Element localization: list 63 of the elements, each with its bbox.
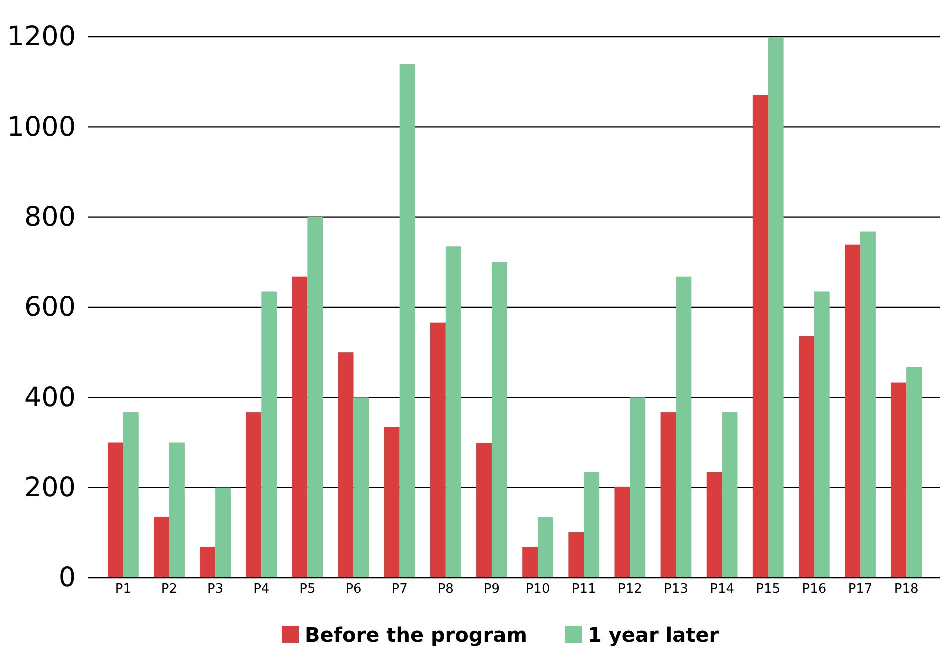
bar (200, 547, 216, 578)
x-tick-label: P8 (438, 582, 454, 598)
bar (584, 472, 600, 578)
y-tick-label: 1200 (7, 22, 76, 53)
bar (430, 322, 446, 578)
bar (308, 217, 324, 578)
bar (860, 232, 876, 578)
bar (476, 443, 492, 578)
bar (768, 37, 784, 578)
bar (660, 412, 676, 578)
y-tick-label: 800 (24, 202, 76, 233)
bar (538, 517, 554, 578)
bar (246, 412, 262, 578)
bar (338, 352, 354, 578)
y-tick-label: 200 (24, 472, 76, 504)
x-tick-label: P16 (802, 582, 827, 598)
x-tick-label: P5 (300, 582, 316, 598)
bar (614, 486, 630, 578)
x-tick-label: P18 (894, 582, 919, 598)
bar (522, 547, 538, 578)
bar (676, 276, 692, 578)
x-tick-label: P9 (484, 582, 500, 598)
bar (354, 398, 370, 578)
x-tick-label: P15 (756, 582, 781, 598)
x-tick-label: P12 (618, 582, 642, 598)
y-tick-label: 600 (24, 292, 76, 324)
x-tick-label: P10 (526, 582, 550, 598)
bar (906, 367, 922, 578)
x-tick-label: P4 (254, 582, 270, 598)
x-tick-label: P11 (572, 582, 596, 598)
bar (568, 532, 584, 578)
bar (891, 382, 907, 578)
x-tick-label: P2 (161, 582, 178, 598)
bar (446, 246, 462, 578)
legend-label: 1 year later (588, 623, 720, 647)
bar (752, 95, 768, 578)
y-tick-label: 0 (58, 562, 76, 594)
x-tick-label: P13 (664, 582, 688, 598)
bar (384, 427, 400, 578)
bar (123, 412, 139, 578)
bar (706, 472, 722, 578)
y-tick-label: 400 (24, 382, 76, 414)
bar (154, 517, 170, 578)
bar (216, 488, 231, 578)
legend-label: Before the program (305, 623, 528, 647)
bar (170, 442, 185, 578)
bar (814, 292, 830, 578)
x-tick-label: P14 (710, 582, 734, 598)
bar (292, 276, 308, 578)
bar (262, 292, 278, 578)
bar (722, 412, 738, 578)
bar (630, 398, 646, 578)
x-tick-label: P6 (346, 582, 362, 598)
x-tick-label: P7 (392, 582, 408, 598)
bar (492, 262, 508, 578)
x-tick-label: P1 (115, 582, 132, 598)
x-tick-label: P17 (848, 582, 873, 598)
x-tick-label: P3 (208, 582, 224, 598)
bar (799, 336, 814, 578)
bar (108, 442, 124, 578)
y-tick-label: 1000 (7, 112, 76, 143)
bar (400, 64, 416, 578)
bar (845, 244, 860, 578)
